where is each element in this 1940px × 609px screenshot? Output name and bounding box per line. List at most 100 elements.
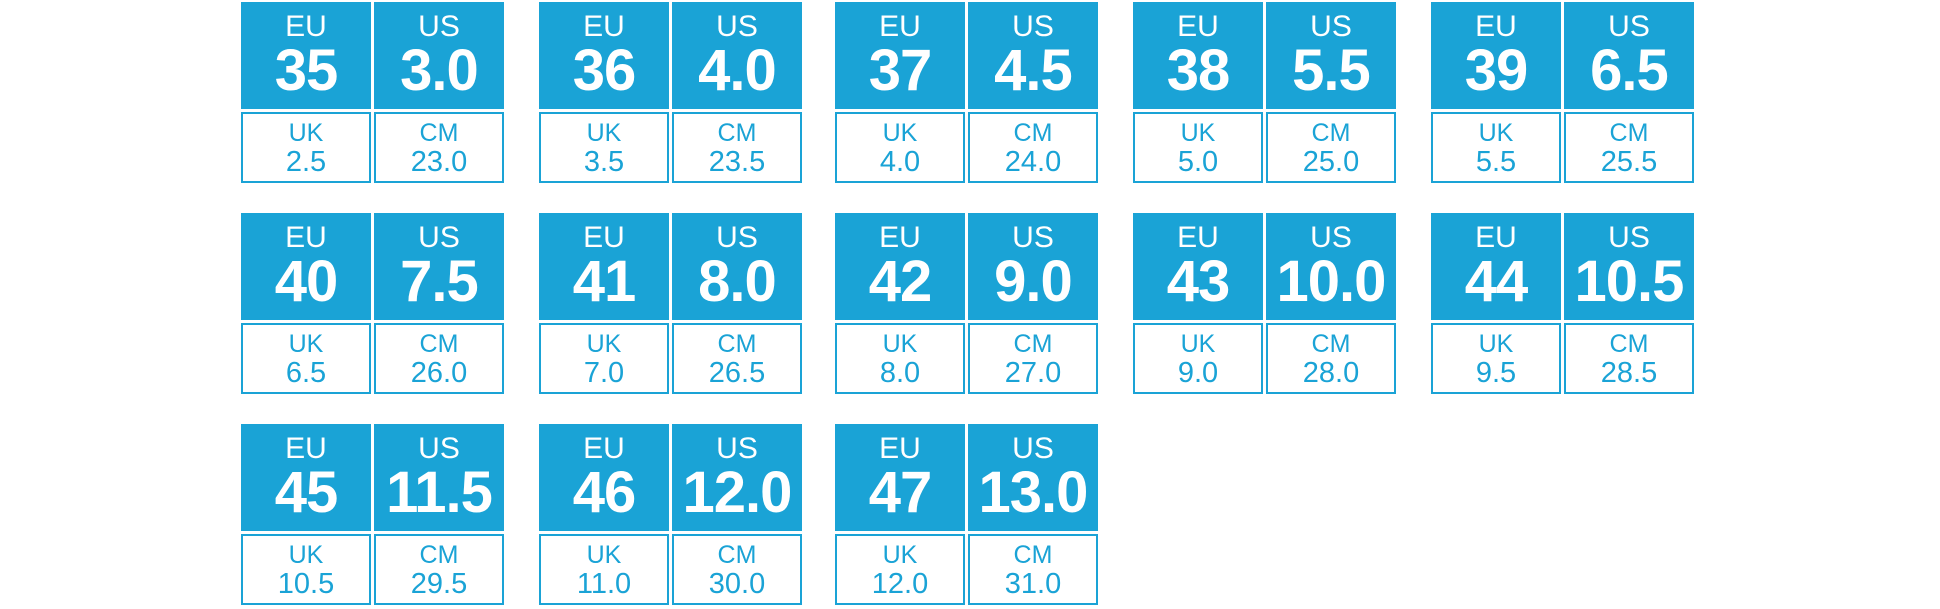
eu-label: EU [1177, 221, 1219, 254]
uk-value: 2.5 [285, 146, 327, 178]
cm-label: CM [1609, 119, 1649, 147]
cm-cell: CM 26.5 [672, 323, 802, 394]
uk-cell: UK 4.0 [835, 112, 965, 183]
uk-cell: UK 5.5 [1431, 112, 1561, 183]
us-value: 4.5 [994, 38, 1073, 103]
cm-cell: CM 31.0 [968, 534, 1098, 605]
cm-cell: CM 30.0 [672, 534, 802, 605]
cm-label: CM [717, 330, 757, 358]
eu-cell: EU 39 [1431, 2, 1561, 109]
cm-value: 25.0 [1302, 146, 1360, 178]
cm-label: CM [1311, 119, 1351, 147]
cm-value: 28.5 [1600, 357, 1658, 389]
uk-label: UK [1478, 330, 1514, 358]
eu-cell: EU 44 [1431, 213, 1561, 320]
eu-cell: EU 47 [835, 424, 965, 531]
size-card: EU 44 US 10.5 UK 9.5 CM 28.5 [1431, 213, 1695, 394]
uk-value: 5.0 [1177, 146, 1219, 178]
eu-label: EU [879, 221, 921, 254]
cm-value: 23.0 [410, 146, 468, 178]
uk-value: 10.5 [277, 568, 335, 600]
cm-label: CM [1311, 330, 1351, 358]
size-card: EU 37 US 4.5 UK 4.0 CM 24.0 [835, 2, 1099, 183]
us-label: US [716, 10, 758, 43]
cm-label: CM [1013, 119, 1053, 147]
eu-cell: EU 45 [241, 424, 371, 531]
size-card: EU 42 US 9.0 UK 8.0 CM 27.0 [835, 213, 1099, 394]
uk-value: 3.5 [583, 146, 625, 178]
cm-cell: CM 28.0 [1266, 323, 1396, 394]
cm-label: CM [419, 330, 459, 358]
uk-cell: UK 6.5 [241, 323, 371, 394]
eu-label: EU [879, 10, 921, 43]
size-card: EU 38 US 5.5 UK 5.0 CM 25.0 [1133, 2, 1397, 183]
eu-value: 37 [868, 38, 933, 103]
size-card: EU 35 US 3.0 UK 2.5 CM 23.0 [241, 2, 505, 183]
eu-cell: EU 43 [1133, 213, 1263, 320]
cm-label: CM [419, 119, 459, 147]
uk-cell: UK 9.0 [1133, 323, 1263, 394]
us-value: 9.0 [994, 249, 1073, 314]
cm-cell: CM 25.0 [1266, 112, 1396, 183]
uk-cell: UK 7.0 [539, 323, 669, 394]
size-card: EU 40 US 7.5 UK 6.5 CM 26.0 [241, 213, 505, 394]
eu-value: 43 [1166, 249, 1231, 314]
eu-label: EU [583, 221, 625, 254]
cm-value: 28.0 [1302, 357, 1360, 389]
eu-value: 36 [572, 38, 637, 103]
uk-label: UK [1478, 119, 1514, 147]
uk-value: 8.0 [879, 357, 921, 389]
uk-label: UK [288, 330, 324, 358]
eu-cell: EU 46 [539, 424, 669, 531]
us-label: US [716, 432, 758, 465]
uk-label: UK [1180, 330, 1216, 358]
cm-value: 30.0 [708, 568, 766, 600]
eu-cell: EU 41 [539, 213, 669, 320]
uk-label: UK [586, 119, 622, 147]
uk-label: UK [882, 541, 918, 569]
uk-value: 9.0 [1177, 357, 1219, 389]
eu-cell: EU 42 [835, 213, 965, 320]
us-cell: US 13.0 [968, 424, 1098, 531]
uk-cell: UK 12.0 [835, 534, 965, 605]
us-cell: US 10.0 [1266, 213, 1396, 320]
us-value: 10.0 [1276, 249, 1387, 314]
eu-label: EU [285, 10, 327, 43]
us-label: US [1012, 221, 1054, 254]
us-cell: US 11.5 [374, 424, 504, 531]
eu-label: EU [1475, 221, 1517, 254]
uk-label: UK [882, 119, 918, 147]
us-label: US [1310, 10, 1352, 43]
size-card: EU 36 US 4.0 UK 3.5 CM 23.5 [539, 2, 803, 183]
eu-value: 41 [572, 249, 637, 314]
us-value: 3.0 [400, 38, 479, 103]
eu-value: 44 [1464, 249, 1529, 314]
eu-cell: EU 35 [241, 2, 371, 109]
us-label: US [716, 221, 758, 254]
eu-value: 46 [572, 460, 637, 525]
eu-label: EU [583, 432, 625, 465]
cm-cell: CM 25.5 [1564, 112, 1694, 183]
uk-value: 11.0 [576, 568, 632, 600]
cm-label: CM [717, 541, 757, 569]
cm-cell: CM 23.5 [672, 112, 802, 183]
uk-value: 12.0 [871, 568, 929, 600]
us-label: US [1012, 10, 1054, 43]
cm-cell: CM 28.5 [1564, 323, 1694, 394]
cm-value: 25.5 [1600, 146, 1658, 178]
uk-label: UK [1180, 119, 1216, 147]
cm-label: CM [1609, 330, 1649, 358]
uk-value: 4.0 [879, 146, 921, 178]
eu-label: EU [1475, 10, 1517, 43]
us-cell: US 4.5 [968, 2, 1098, 109]
us-label: US [418, 10, 460, 43]
cm-cell: CM 24.0 [968, 112, 1098, 183]
us-cell: US 12.0 [672, 424, 802, 531]
uk-label: UK [288, 119, 324, 147]
us-value: 7.5 [400, 249, 479, 314]
cm-label: CM [1013, 541, 1053, 569]
cm-value: 26.5 [708, 357, 766, 389]
us-value: 11.5 [386, 460, 493, 525]
cm-value: 29.5 [410, 568, 468, 600]
us-value: 8.0 [698, 249, 777, 314]
